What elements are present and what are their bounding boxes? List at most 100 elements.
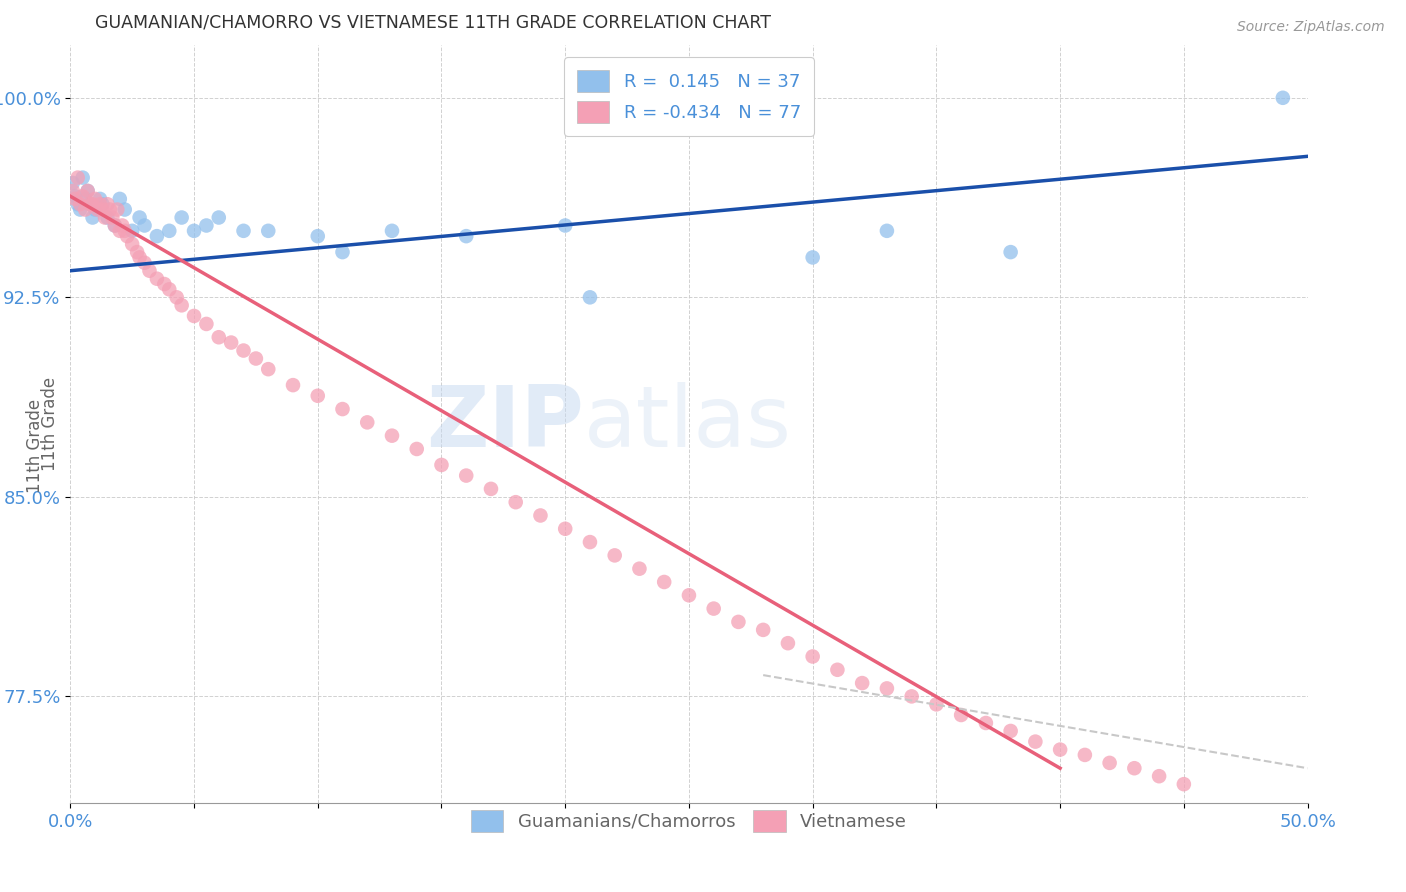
Point [66, 197, 89, 211]
Point [1024, 734, 1046, 748]
Point [96, 211, 118, 225]
Point [1173, 777, 1195, 791]
Point [166, 290, 188, 304]
Point [128, 211, 150, 225]
Point [134, 256, 156, 270]
Point [554, 522, 576, 536]
Text: ZIP: ZIP [426, 382, 583, 466]
Point [84, 202, 107, 217]
Point [456, 229, 478, 244]
Point [925, 698, 948, 712]
Point [208, 211, 231, 225]
Point [727, 615, 749, 629]
Point [628, 562, 651, 576]
Point [381, 428, 404, 442]
Point [405, 442, 427, 456]
Point [1074, 747, 1097, 762]
Point [1147, 769, 1170, 783]
Point [554, 219, 576, 233]
Point [121, 237, 143, 252]
Point [127, 245, 149, 260]
Point [900, 690, 922, 704]
Point [157, 224, 180, 238]
Point [146, 271, 169, 285]
Point [79, 197, 101, 211]
Point [89, 197, 111, 211]
Point [108, 192, 131, 206]
Point [678, 588, 700, 602]
Point [332, 402, 354, 417]
Point [307, 229, 329, 244]
Point [62, 176, 84, 190]
Point [356, 416, 378, 430]
Point [84, 192, 107, 206]
Point [208, 330, 231, 344]
Point [1271, 91, 1294, 105]
Point [801, 649, 824, 664]
Point [121, 224, 143, 238]
Point [381, 224, 404, 238]
Point [876, 224, 898, 238]
Point [79, 197, 101, 211]
Point [114, 224, 136, 238]
Point [281, 378, 304, 392]
Point [170, 211, 193, 225]
Point [505, 495, 527, 509]
Point [98, 202, 121, 217]
Point [66, 170, 89, 185]
Point [851, 676, 873, 690]
Point [94, 211, 117, 225]
Point [108, 224, 131, 238]
Point [950, 708, 973, 723]
Point [111, 219, 134, 233]
Point [75, 202, 97, 217]
Point [776, 636, 799, 650]
Point [82, 211, 104, 225]
Point [1049, 742, 1071, 756]
Point [579, 290, 602, 304]
Point [257, 224, 280, 238]
Point [529, 508, 551, 523]
Point [195, 219, 218, 233]
Point [876, 681, 898, 696]
Point [232, 343, 254, 358]
Point [579, 535, 602, 549]
Point [69, 197, 91, 211]
Legend: Guamanians/Chamorros, Vietnamese: Guamanians/Chamorros, Vietnamese [464, 803, 914, 839]
Point [1000, 245, 1022, 260]
Point [69, 202, 91, 217]
Point [1123, 761, 1146, 775]
Point [1000, 723, 1022, 738]
Text: 11th Grade: 11th Grade [27, 399, 44, 493]
Point [752, 623, 775, 637]
Point [75, 192, 97, 206]
Point [456, 468, 478, 483]
Point [91, 197, 114, 211]
Point [153, 277, 176, 291]
Point [134, 219, 156, 233]
Point [65, 192, 87, 206]
Point [76, 184, 98, 198]
Point [245, 351, 267, 366]
Point [62, 184, 84, 198]
Point [76, 184, 98, 198]
Point [96, 197, 118, 211]
Point [479, 482, 502, 496]
Point [91, 202, 114, 217]
Y-axis label: 11th Grade: 11th Grade [41, 376, 59, 471]
Point [105, 202, 128, 217]
Point [89, 192, 111, 206]
Point [146, 229, 169, 244]
Point [183, 224, 205, 238]
Point [332, 245, 354, 260]
Point [114, 202, 136, 217]
Point [104, 219, 127, 233]
Point [170, 298, 193, 312]
Point [703, 601, 725, 615]
Text: GUAMANIAN/CHAMORRO VS VIETNAMESE 11TH GRADE CORRELATION CHART: GUAMANIAN/CHAMORRO VS VIETNAMESE 11TH GR… [96, 14, 770, 32]
Point [232, 224, 254, 238]
Point [307, 389, 329, 403]
Point [652, 574, 675, 589]
Point [195, 317, 218, 331]
Point [801, 251, 824, 265]
